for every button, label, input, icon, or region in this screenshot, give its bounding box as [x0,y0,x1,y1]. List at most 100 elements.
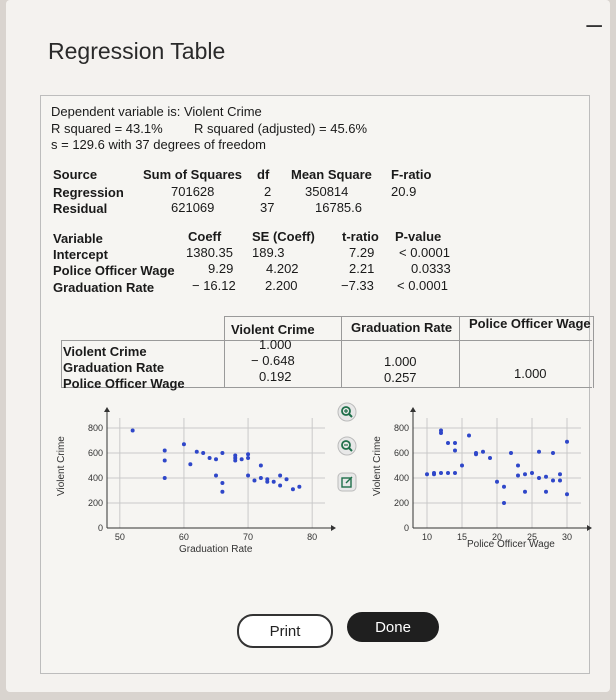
data-point [474,451,478,455]
data-point [233,458,238,463]
coef-header-se: SE (Coeff) [252,229,315,244]
data-point [246,473,251,478]
y-tick-label: 600 [394,448,409,458]
plot2-x-axis-label: Police Officer Wage [467,539,555,550]
corr-cell: 0.257 [384,370,417,385]
data-point [207,456,212,460]
x-tick-label: 70 [243,532,253,542]
corr-cell: 1.000 [259,337,292,352]
data-point [565,492,569,497]
x-tick-label: 20 [492,532,502,542]
data-point [278,483,283,488]
data-point [214,457,218,462]
divider [224,316,594,317]
zoom-in-icon[interactable] [337,402,357,422]
anova-row-label: Residual [53,201,108,216]
divider [593,316,594,388]
corr-col-header: Graduation Rate [351,320,453,335]
data-point [453,441,457,445]
scatterplot-graduation-rate: 0 200 400 600 800 50 60 70 80 [88,407,336,542]
coef-cell: − 16.12 [192,278,236,293]
corr-cell: − 0.648 [251,353,295,368]
data-point [162,458,167,463]
data-point [220,481,225,485]
anova-header-ss: Sum of Squares [143,167,242,182]
corr-cell: 0.192 [259,369,292,384]
data-point [284,477,289,482]
coef-cell: 1380.35 [186,245,233,260]
data-point [201,451,206,455]
data-point [258,476,263,480]
regression-window: – Regression Table Dependent variable is… [6,0,610,692]
data-point [523,472,527,477]
data-point [181,442,186,447]
coef-cell: < 0.0001 [399,245,450,260]
data-point [544,489,548,494]
corr-row-label: Graduation Rate [63,360,165,375]
coef-row-label: Police Officer Wage [53,263,175,278]
coef-header-p: P-value [395,229,442,244]
data-point [271,479,276,484]
data-point [188,462,193,467]
y-tick-label: 600 [88,448,103,458]
data-point [467,433,471,438]
corr-col-header: Violent Crime [231,322,315,337]
r-squared-text: R squared = 43.1% [51,121,163,136]
data-point [551,478,555,483]
anova-cell: 350814 [305,184,349,199]
plot1-x-axis-label: Graduation Rate [179,544,253,555]
y-tick-label: 800 [394,423,409,433]
x-tick-label: 15 [457,532,467,542]
minimize-icon[interactable]: – [586,8,602,39]
data-point [194,449,199,454]
data-point [130,428,135,433]
data-point [544,474,548,479]
data-point [425,472,429,477]
anova-cell: 16785.6 [315,200,362,215]
data-point [252,478,257,483]
data-point [537,449,541,454]
anova-header-ms: Mean Square [291,167,372,182]
x-tick-label: 25 [527,532,537,542]
data-point [516,463,520,468]
scatterplot-police-officer-wage: 0 200 400 600 800 10 15 20 25 30 [394,407,592,542]
data-point [239,457,244,462]
anova-cell: 2 [264,184,272,199]
done-button[interactable]: Done [347,612,439,642]
coef-cell: 7.29 [349,245,375,260]
data-point [530,471,534,475]
data-point [516,473,520,478]
coef-header-t: t-ratio [342,229,379,244]
corr-row-label: Police Officer Wage [63,376,185,391]
x-tick-label: 10 [422,532,432,542]
page-title: Regression Table [48,38,226,64]
anova-cell: 37 [260,200,275,215]
data-point [258,463,263,468]
expand-icon[interactable] [337,472,357,492]
y-tick-label: 400 [394,473,409,483]
divider [341,316,342,388]
plot2-y-axis-label: Violent Crime [372,436,383,496]
regression-panel: Dependent variable is: Violent Crime R s… [40,95,594,674]
anova-cell: 621069 [171,200,215,215]
data-point [551,451,555,455]
corr-cell: 1.000 [514,366,547,381]
y-tick-label: 400 [88,473,103,483]
print-button[interactable]: Print [237,614,333,648]
data-point [439,471,443,475]
data-point [509,451,513,455]
x-tick-label: 50 [115,532,125,542]
zoom-out-icon[interactable] [337,436,357,456]
y-tick-label: 200 [88,498,103,508]
data-point [278,473,283,478]
data-point [214,473,218,478]
data-point [220,489,225,494]
coef-cell: 9.29 [208,261,234,276]
coef-cell: 2.200 [265,278,298,293]
dependent-variable-text: Dependent variable is: Violent Crime [51,104,262,119]
coef-row-label: Graduation Rate [53,280,155,295]
data-point [432,471,436,475]
anova-header-f: F-ratio [391,167,432,182]
y-tick-label: 0 [404,523,409,533]
data-point [290,487,295,492]
